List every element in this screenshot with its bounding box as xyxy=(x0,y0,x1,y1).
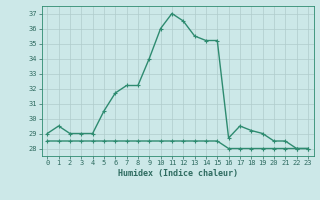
X-axis label: Humidex (Indice chaleur): Humidex (Indice chaleur) xyxy=(118,169,237,178)
